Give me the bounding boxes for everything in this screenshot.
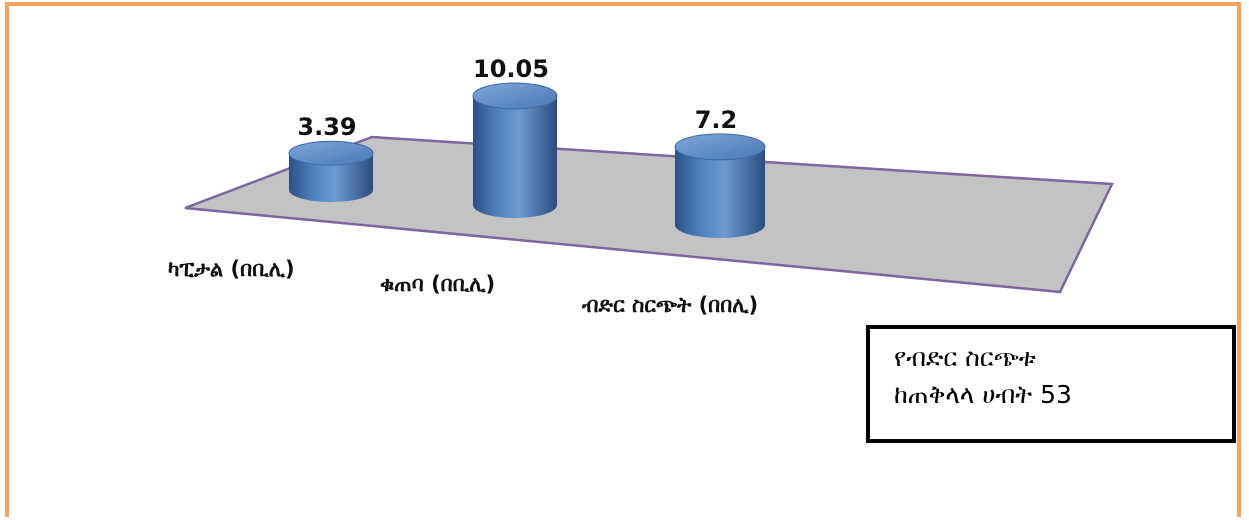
data-label: 7.2 [695,106,738,134]
chart-frame [5,2,1241,517]
bar-body [473,95,557,218]
bar-1: 10.05 [472,55,558,218]
category-label: ቁጠባ (በቢሊ) [380,272,496,296]
annotation-box: የብድር ስርጭቱ ከጠቅላላ ሀብት 53 [866,325,1236,443]
annotation-line-1: የብድር ስርጭቱ [894,343,1036,372]
bar-0: 3.39 [288,113,374,202]
bars-group: 3.39 10.05 7.2 [288,55,766,238]
bar-top [674,133,766,161]
bar-body [675,146,765,238]
data-label: 3.39 [297,113,356,141]
category-label-text: ብድር ስርጭት (በበሊ) [581,293,759,317]
category-label: ካፒታል (በቢሊ) [168,257,295,281]
bar-body [289,153,373,202]
category-label: ብድር ስርጭት (በበሊ) [570,290,770,320]
bar-top [472,82,558,110]
bar-top [288,140,374,166]
data-label: 10.05 [473,55,549,83]
bar-2: 7.2 [674,106,766,238]
annotation-line-2: ከጠቅላላ ሀብት 53 [894,380,1072,409]
